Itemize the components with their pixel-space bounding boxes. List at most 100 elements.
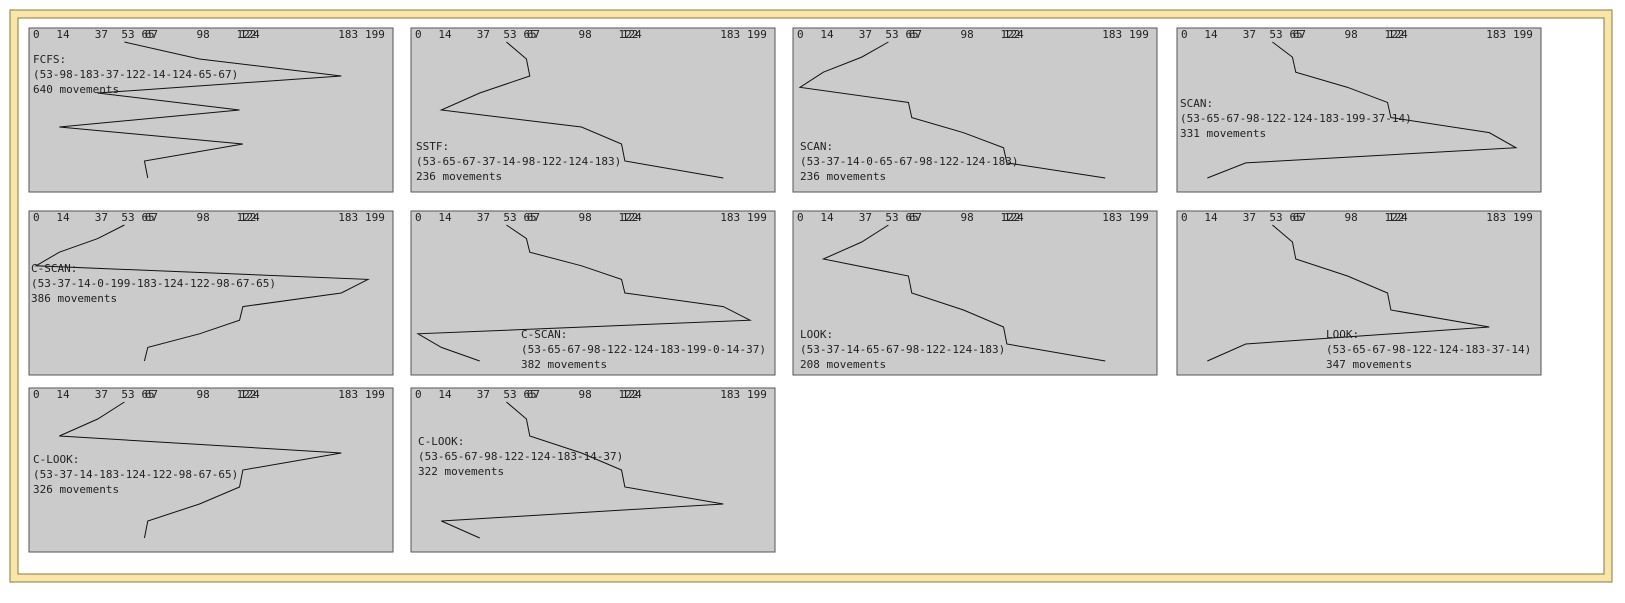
head-path <box>416 224 752 362</box>
track-tick-label: 199 <box>365 211 385 224</box>
panel-sequence: (53-65-67-37-14-98-122-124-183) <box>416 155 621 168</box>
track-tick-label: 14 <box>1204 28 1218 41</box>
track-tick-label: 0 <box>797 28 804 41</box>
track-tick-label: 199 <box>1129 28 1149 41</box>
panel-movements: 331 movements <box>1180 127 1266 140</box>
track-tick-label: 65 <box>1289 28 1302 41</box>
track-tick-label: 67 <box>527 211 540 224</box>
track-tick-label: 122 <box>1001 211 1021 224</box>
track-tick-label: 0 <box>415 388 422 401</box>
track-tick-label: 37 <box>859 211 872 224</box>
track-tick-label: 98 <box>960 211 973 224</box>
head-path <box>1207 224 1490 362</box>
track-tick-label: 53 <box>885 28 898 41</box>
track-tick-label: 0 <box>415 28 422 41</box>
track-tick-label: 124 <box>1388 211 1408 224</box>
track-tick-label: 67 <box>909 28 922 41</box>
track-tick-label: 37 <box>95 388 108 401</box>
panel-sequence: (53-98-183-37-122-14-124-65-67) <box>33 68 238 81</box>
panel <box>410 387 776 553</box>
head-path <box>798 41 1106 179</box>
track-tick-label: 65 <box>523 28 536 41</box>
track-tick-label: 67 <box>909 211 922 224</box>
head-path <box>59 41 342 179</box>
panel <box>28 210 394 376</box>
track-tick-label: 122 <box>1001 28 1021 41</box>
panel <box>410 27 776 193</box>
track-tick-label: 67 <box>1293 28 1306 41</box>
track-tick-label: 14 <box>820 28 834 41</box>
track-tick-label: 124 <box>240 388 260 401</box>
panel-sequence: (53-37-14-0-199-183-124-122-98-67-65) <box>31 277 276 290</box>
panel <box>410 210 776 376</box>
track-tick-label: 98 <box>578 211 591 224</box>
track-tick-label: 124 <box>622 388 642 401</box>
track-tick-label: 53 <box>121 211 134 224</box>
panel-movements: 236 movements <box>416 170 502 183</box>
track-tick-label: 199 <box>1129 211 1149 224</box>
track-tick-label: 37 <box>477 388 490 401</box>
track-tick-label: 0 <box>797 211 804 224</box>
track-tick-label: 65 <box>141 388 154 401</box>
track-tick-label: 199 <box>1513 211 1533 224</box>
panel-label: SCAN: <box>800 140 833 153</box>
track-tick-label: 53 <box>503 388 516 401</box>
panel-movements: 236 movements <box>800 170 886 183</box>
track-tick-label: 183 <box>720 388 740 401</box>
track-tick-label: 122 <box>619 211 639 224</box>
panel-label: LOOK: <box>1326 328 1359 341</box>
track-tick-label: 14 <box>56 211 70 224</box>
panel-movements: 326 movements <box>33 483 119 496</box>
panel-label: SCAN: <box>1180 97 1213 110</box>
track-tick-label: 124 <box>622 28 642 41</box>
head-path <box>34 224 370 362</box>
track-tick-label: 199 <box>747 211 767 224</box>
track-tick-label: 124 <box>1004 28 1024 41</box>
panel-label: SSTF: <box>416 140 449 153</box>
track-tick-label: 14 <box>820 211 834 224</box>
track-tick-label: 0 <box>1181 211 1188 224</box>
panel-sequence: (53-37-14-183-124-122-98-67-65) <box>33 468 238 481</box>
track-tick-label: 199 <box>747 28 767 41</box>
head-path <box>441 401 724 539</box>
track-tick-label: 124 <box>240 211 260 224</box>
track-tick-label: 98 <box>578 388 591 401</box>
track-tick-label: 98 <box>1344 211 1357 224</box>
track-tick-label: 124 <box>1004 211 1024 224</box>
panel-movements: 347 movements <box>1326 358 1412 371</box>
track-tick-label: 14 <box>56 28 70 41</box>
track-tick-label: 183 <box>338 388 358 401</box>
track-tick-label: 122 <box>237 28 257 41</box>
head-path <box>821 224 1106 362</box>
track-tick-label: 37 <box>1243 211 1256 224</box>
track-tick-label: 67 <box>1293 211 1306 224</box>
panel-movements: 208 movements <box>800 358 886 371</box>
track-tick-label: 53 <box>885 211 898 224</box>
track-tick-label: 14 <box>56 388 70 401</box>
head-path <box>59 401 342 539</box>
track-tick-label: 0 <box>33 211 40 224</box>
head-path <box>439 41 724 179</box>
track-tick-label: 98 <box>1344 28 1357 41</box>
track-tick-label: 14 <box>438 211 452 224</box>
track-tick-label: 98 <box>196 211 209 224</box>
panel-label: FCFS: <box>33 53 66 66</box>
panel-movements: 386 movements <box>31 292 117 305</box>
track-tick-label: 67 <box>527 388 540 401</box>
panel <box>1176 27 1542 193</box>
panel-movements: 382 movements <box>521 358 607 371</box>
track-tick-label: 0 <box>1181 28 1188 41</box>
track-tick-label: 0 <box>33 388 40 401</box>
track-tick-label: 65 <box>523 388 536 401</box>
track-tick-label: 37 <box>95 211 108 224</box>
panel-sequence: (53-65-67-98-122-124-183-14-37) <box>418 450 623 463</box>
track-tick-label: 183 <box>1102 211 1122 224</box>
track-tick-label: 199 <box>747 388 767 401</box>
track-tick-label: 37 <box>477 211 490 224</box>
panel-label: C-LOOK: <box>418 435 464 448</box>
track-tick-label: 98 <box>196 388 209 401</box>
panel-label: C-LOOK: <box>33 453 79 466</box>
track-tick-label: 67 <box>527 28 540 41</box>
track-tick-label: 122 <box>237 388 257 401</box>
panel-sequence: (53-37-14-65-67-98-122-124-183) <box>800 343 1005 356</box>
